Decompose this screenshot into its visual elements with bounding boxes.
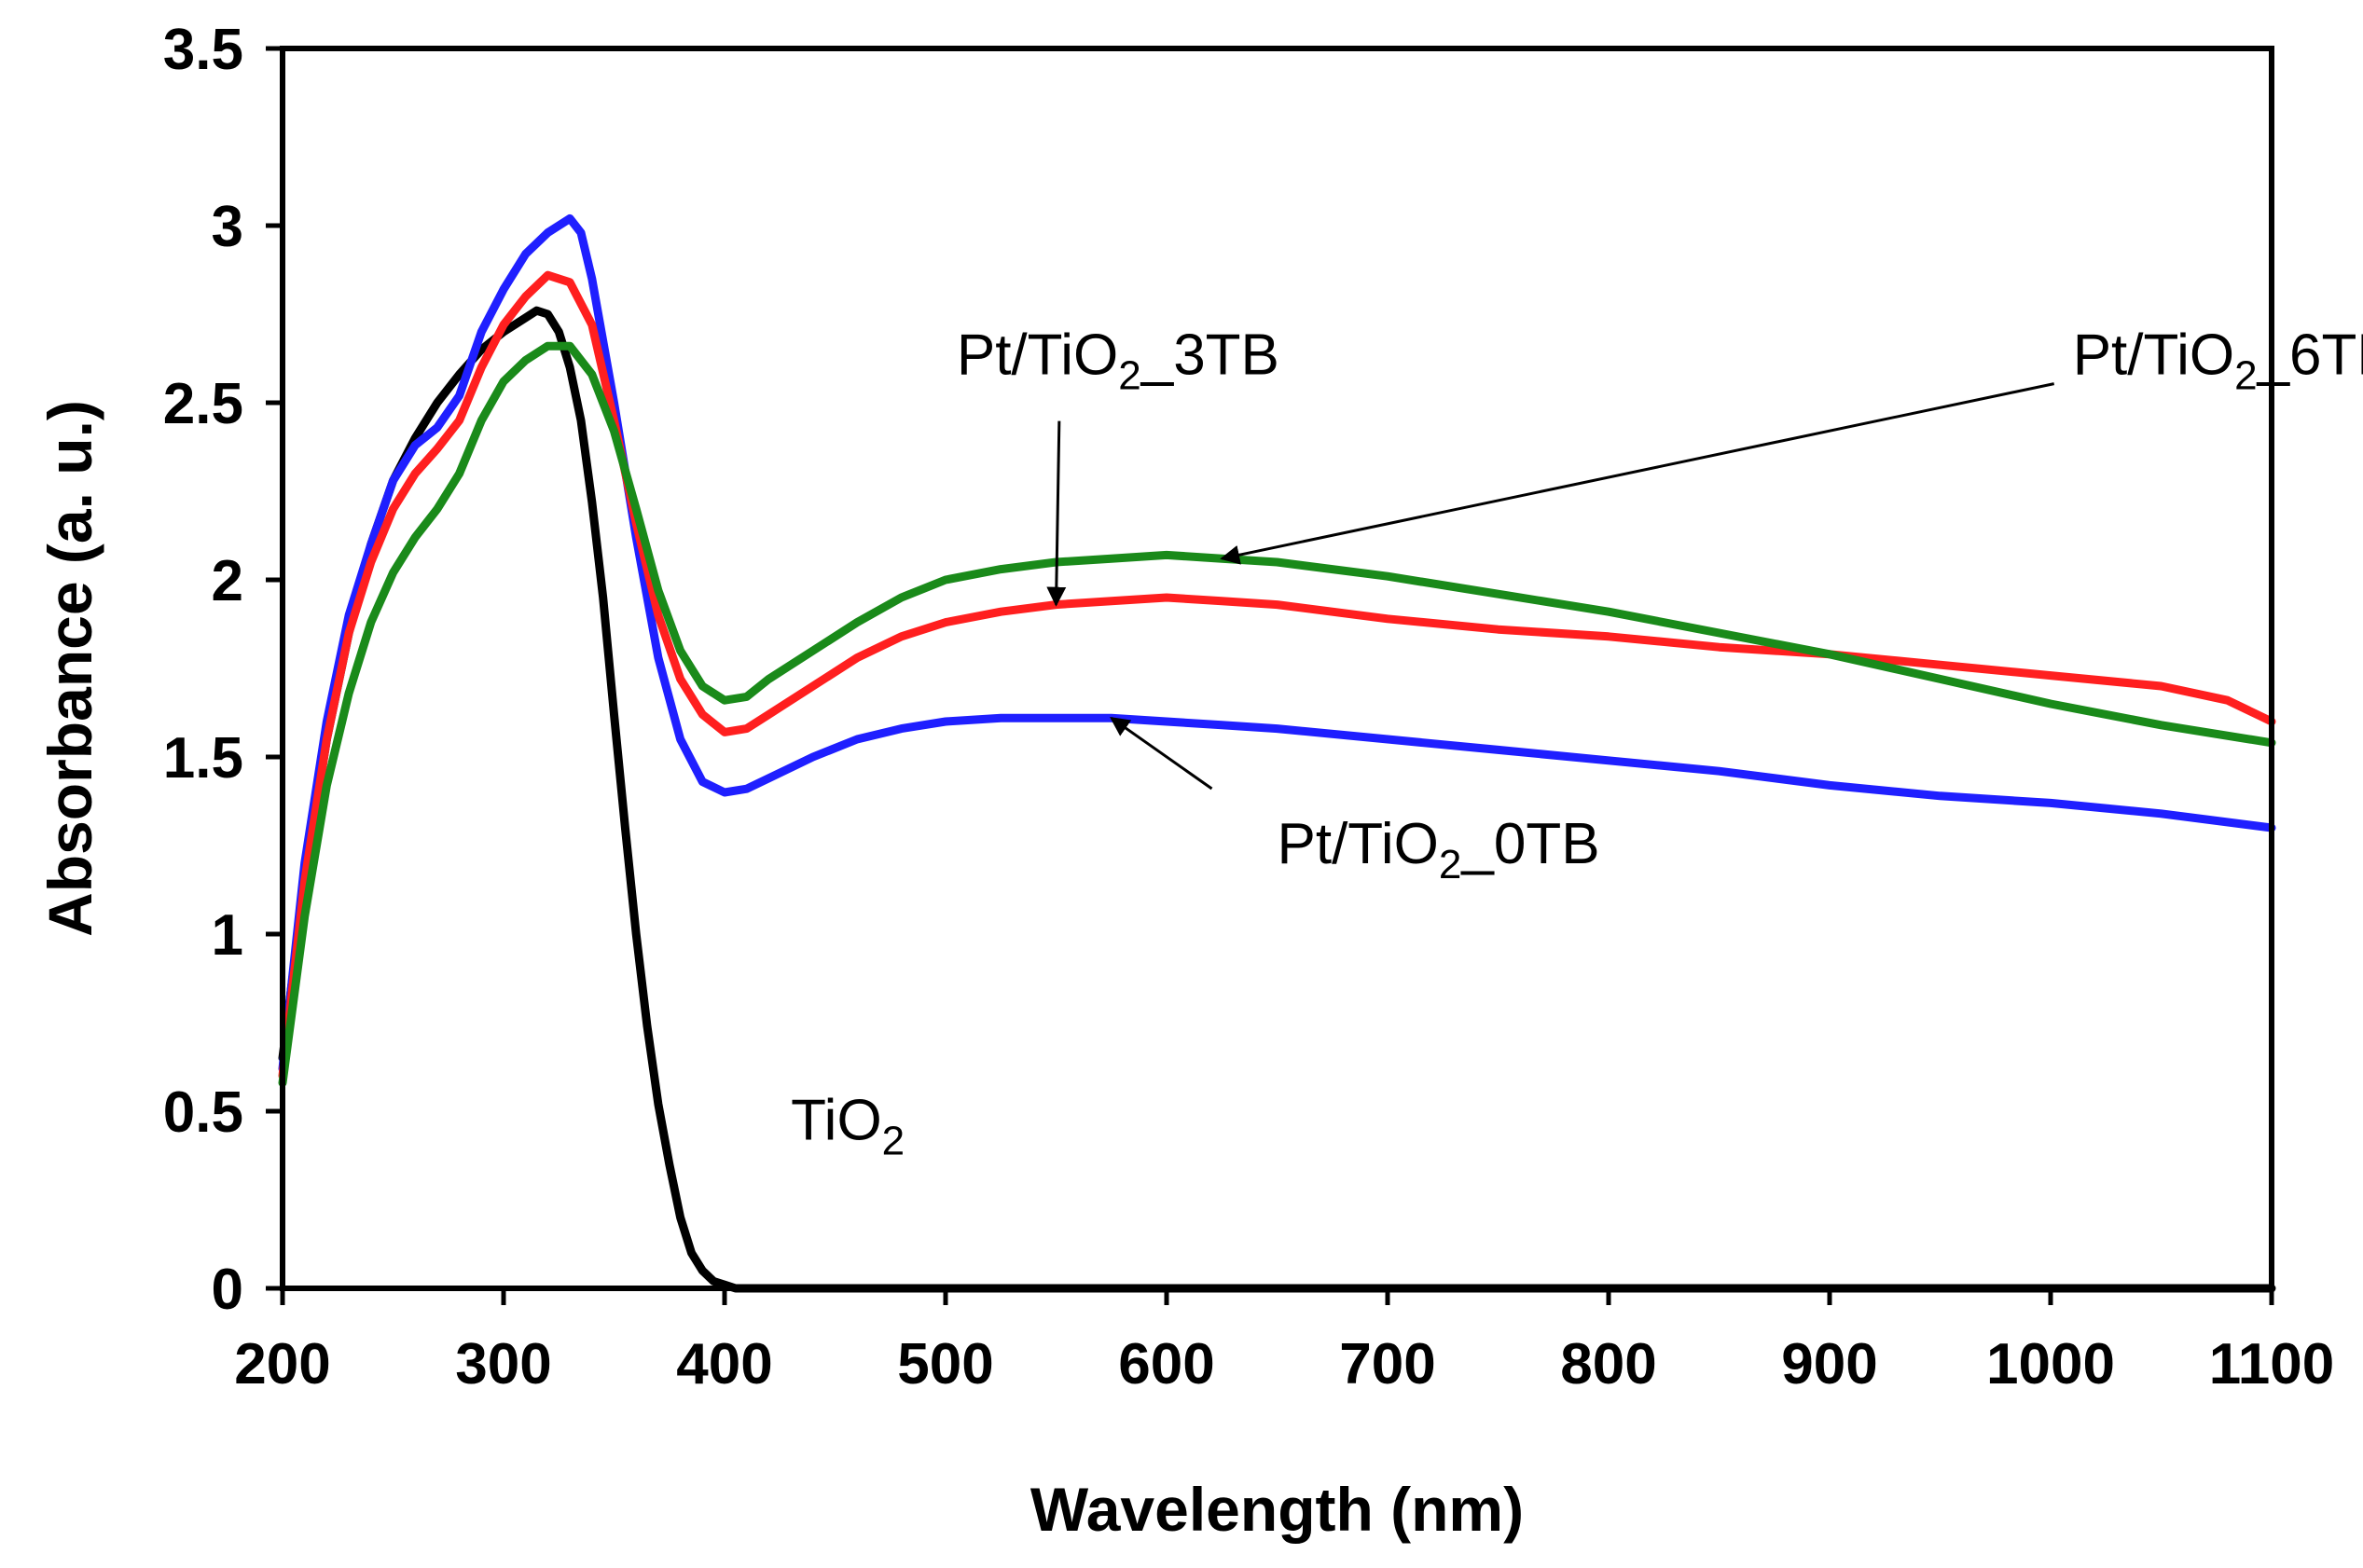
annotation-text: Pt/TiO: [2073, 323, 2234, 388]
annotation-text: TiO: [791, 1088, 882, 1152]
annotation-arrow-pt-tio2-6tb: [1220, 382, 2055, 565]
y-tick-label: 1: [212, 903, 243, 968]
x-axis-title: Wavelength (nm): [1030, 1475, 1524, 1544]
annotation-suffix: _0TB: [1460, 812, 1599, 876]
x-tick-label: 400: [676, 1332, 772, 1396]
y-tick-label: 0.5: [163, 1080, 243, 1145]
annotation-subscript: 2: [1439, 842, 1461, 887]
annotation-pt-tio2-6tb: Pt/TiO2_6TB: [2073, 323, 2363, 399]
annotation-suffix: _3TB: [1140, 323, 1279, 388]
plot-frame: [280, 46, 2274, 1291]
annotation-pt-tio2-0tb: Pt/TiO2_0TB: [1278, 812, 1600, 887]
annotation-subscript: 2: [1118, 353, 1140, 399]
series-line-pt-tio2-6tb: [278, 341, 2276, 1088]
y-tick-label: 2.5: [163, 372, 243, 436]
annotation-subscript: 2: [882, 1118, 905, 1163]
series-line-pt-tio2-0tb: [278, 213, 2276, 1073]
annotation-arrow-pt-tio2-3tb: [1046, 420, 1067, 607]
x-tick-label: 500: [897, 1332, 993, 1396]
x-tick-label: 200: [234, 1332, 330, 1396]
x-tick-label: 900: [1781, 1332, 1877, 1396]
series-line-pt-tio2-3tb: [278, 270, 2276, 1080]
annotation-subscript: 2: [2234, 353, 2257, 399]
y-tick-label: 3: [212, 195, 243, 259]
y-tick-label: 3.5: [163, 18, 243, 82]
x-tick-label: 700: [1339, 1332, 1435, 1396]
annotation-arrow-pt-tio2-0tb: [1110, 716, 1213, 791]
x-tick-label: 1100: [2209, 1332, 2335, 1396]
annotation-text: Pt/TiO: [1278, 812, 1439, 876]
y-tick-label: 0: [212, 1258, 243, 1322]
x-tick-label: 600: [1118, 1332, 1214, 1396]
x-tick-label: 800: [1560, 1332, 1656, 1396]
annotation-pt-tio2-3tb: Pt/TiO2_3TB: [957, 323, 1279, 399]
x-tick-label: 1000: [1986, 1332, 2115, 1396]
annotation-text: Pt/TiO: [957, 323, 1118, 388]
x-tick-label: 300: [455, 1332, 551, 1396]
y-tick-label: 2: [212, 549, 243, 613]
y-tick-label: 1.5: [163, 726, 243, 791]
axis-ticks: 200 300 400 500 600 700 800 900 1000 1100 0 0.5 1 1.5…: [163, 18, 2334, 1396]
annotation-tio2: TiO2: [791, 1088, 905, 1163]
y-axis-title: Absorbance (a. u.): [35, 400, 104, 937]
